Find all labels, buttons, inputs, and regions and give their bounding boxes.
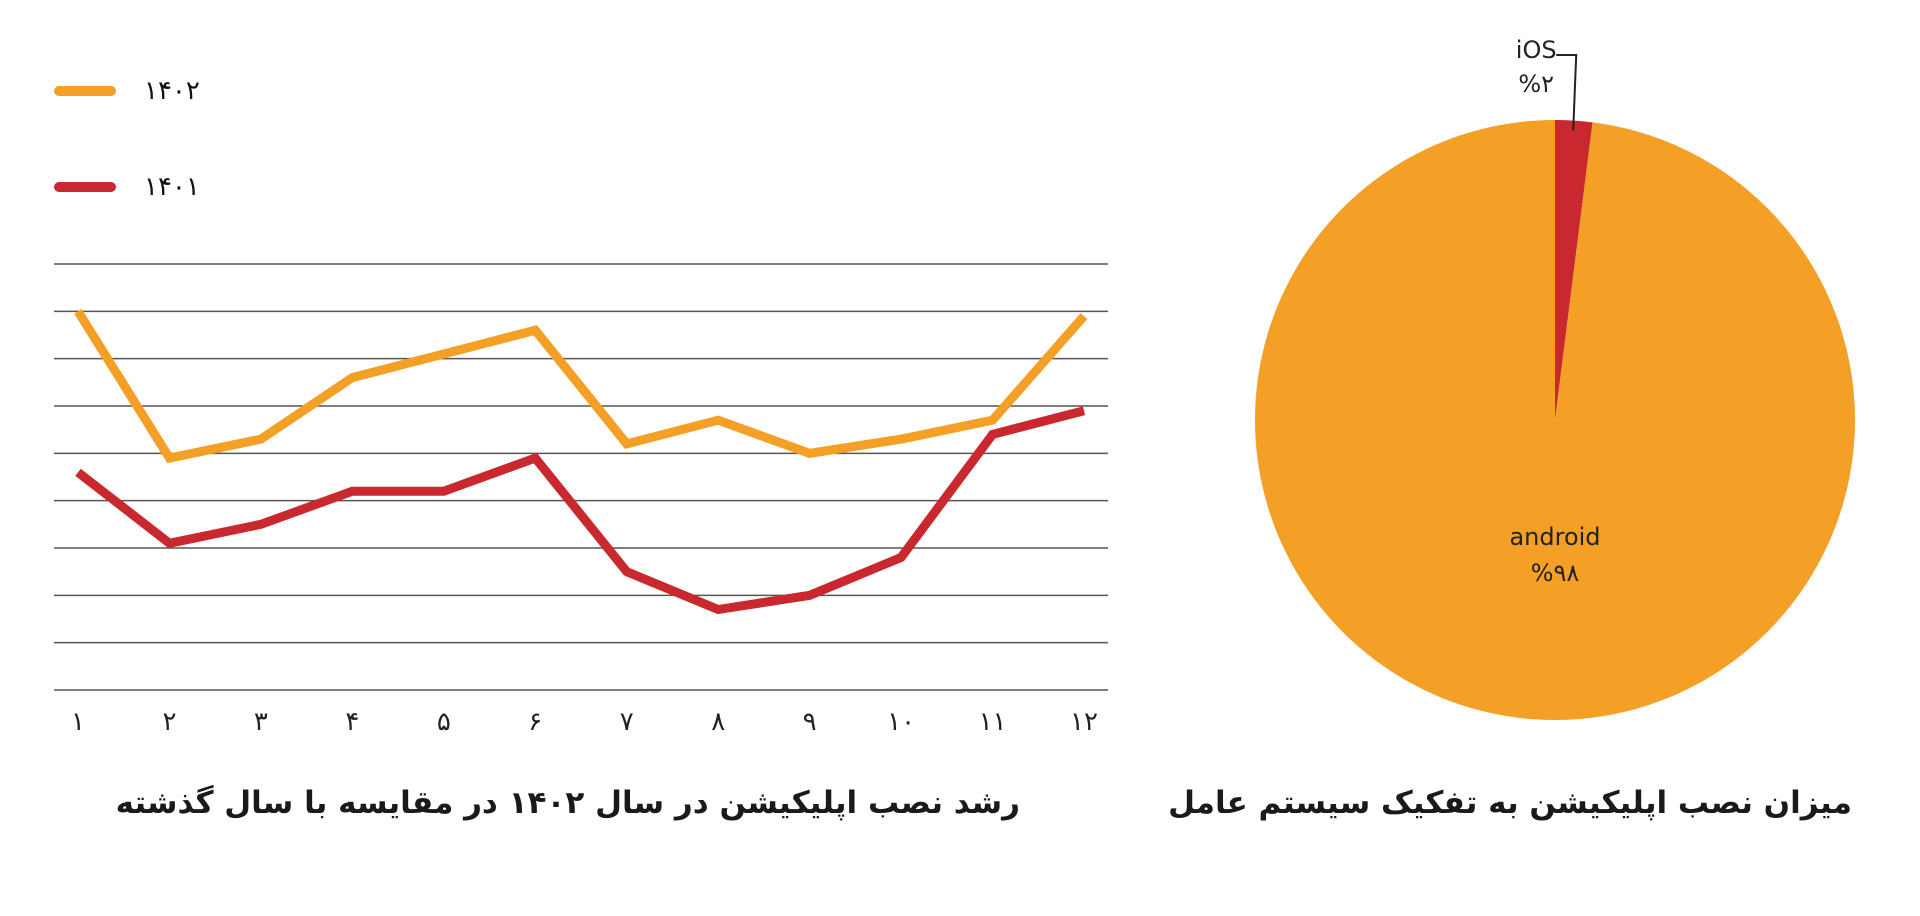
legend-label-1402: ۱۴۰۲ bbox=[144, 76, 200, 106]
pie-labels: iOS %۲ android %۹۸ bbox=[1509, 36, 1600, 587]
line-chart: ۱ ۲ ۳ ۴ ۵ ۶ ۷ ۸ ۹ ۱۰ ۱۱ ۱۲ bbox=[54, 263, 1108, 737]
pie-chart-title: میزان نصب اپلیکیشن به تفکیک سیستم عامل bbox=[1168, 785, 1852, 821]
x-tick-label: ۴ bbox=[345, 707, 359, 737]
x-tick-label: ۷ bbox=[620, 707, 634, 737]
pie-value-android: %۹۸ bbox=[1531, 559, 1580, 587]
leader-line bbox=[1556, 54, 1578, 131]
legend-label-1401: ۱۴۰۱ bbox=[144, 172, 200, 202]
pie-chart: iOS %۲ android %۹۸ bbox=[1255, 36, 1855, 720]
pie-value-iOS: %۲ bbox=[1518, 70, 1554, 98]
x-tick-label: ۶ bbox=[528, 707, 542, 737]
pie-label-android: android bbox=[1509, 523, 1600, 551]
series-line-۱۴۰۱ bbox=[75, 406, 1086, 615]
pie-slice-iOS bbox=[1555, 120, 1593, 420]
legend-swatch-1401 bbox=[54, 182, 116, 192]
x-tick-label: ۵ bbox=[437, 707, 451, 737]
pie-slice-android bbox=[1255, 119, 1855, 720]
x-tick-label: ۱۲ bbox=[1070, 707, 1098, 737]
x-tick-label: ۳ bbox=[254, 707, 268, 737]
series-lines bbox=[74, 308, 1088, 615]
x-axis-ticks: ۱ ۲ ۳ ۴ ۵ ۶ ۷ ۸ ۹ ۱۰ ۱۱ ۱۲ bbox=[71, 707, 1098, 737]
grid-lines bbox=[54, 263, 1108, 691]
series-line-۱۴۰۲ bbox=[74, 308, 1088, 464]
pie-label-iOS: iOS bbox=[1516, 36, 1557, 64]
x-tick-label: ۸ bbox=[711, 707, 725, 737]
x-tick-label: ۹ bbox=[803, 707, 817, 737]
x-tick-label: ۱۱ bbox=[979, 707, 1007, 737]
line-chart-title: رشد نصب اپلیکیشن در سال ۱۴۰۲ در مقایسه ب… bbox=[115, 785, 1020, 821]
legend-swatch-1402 bbox=[54, 86, 116, 96]
x-tick-label: ۱۰ bbox=[887, 707, 915, 737]
x-tick-label: ۱ bbox=[71, 707, 85, 737]
x-tick-label: ۲ bbox=[162, 707, 176, 737]
pie-slices bbox=[1255, 119, 1855, 720]
